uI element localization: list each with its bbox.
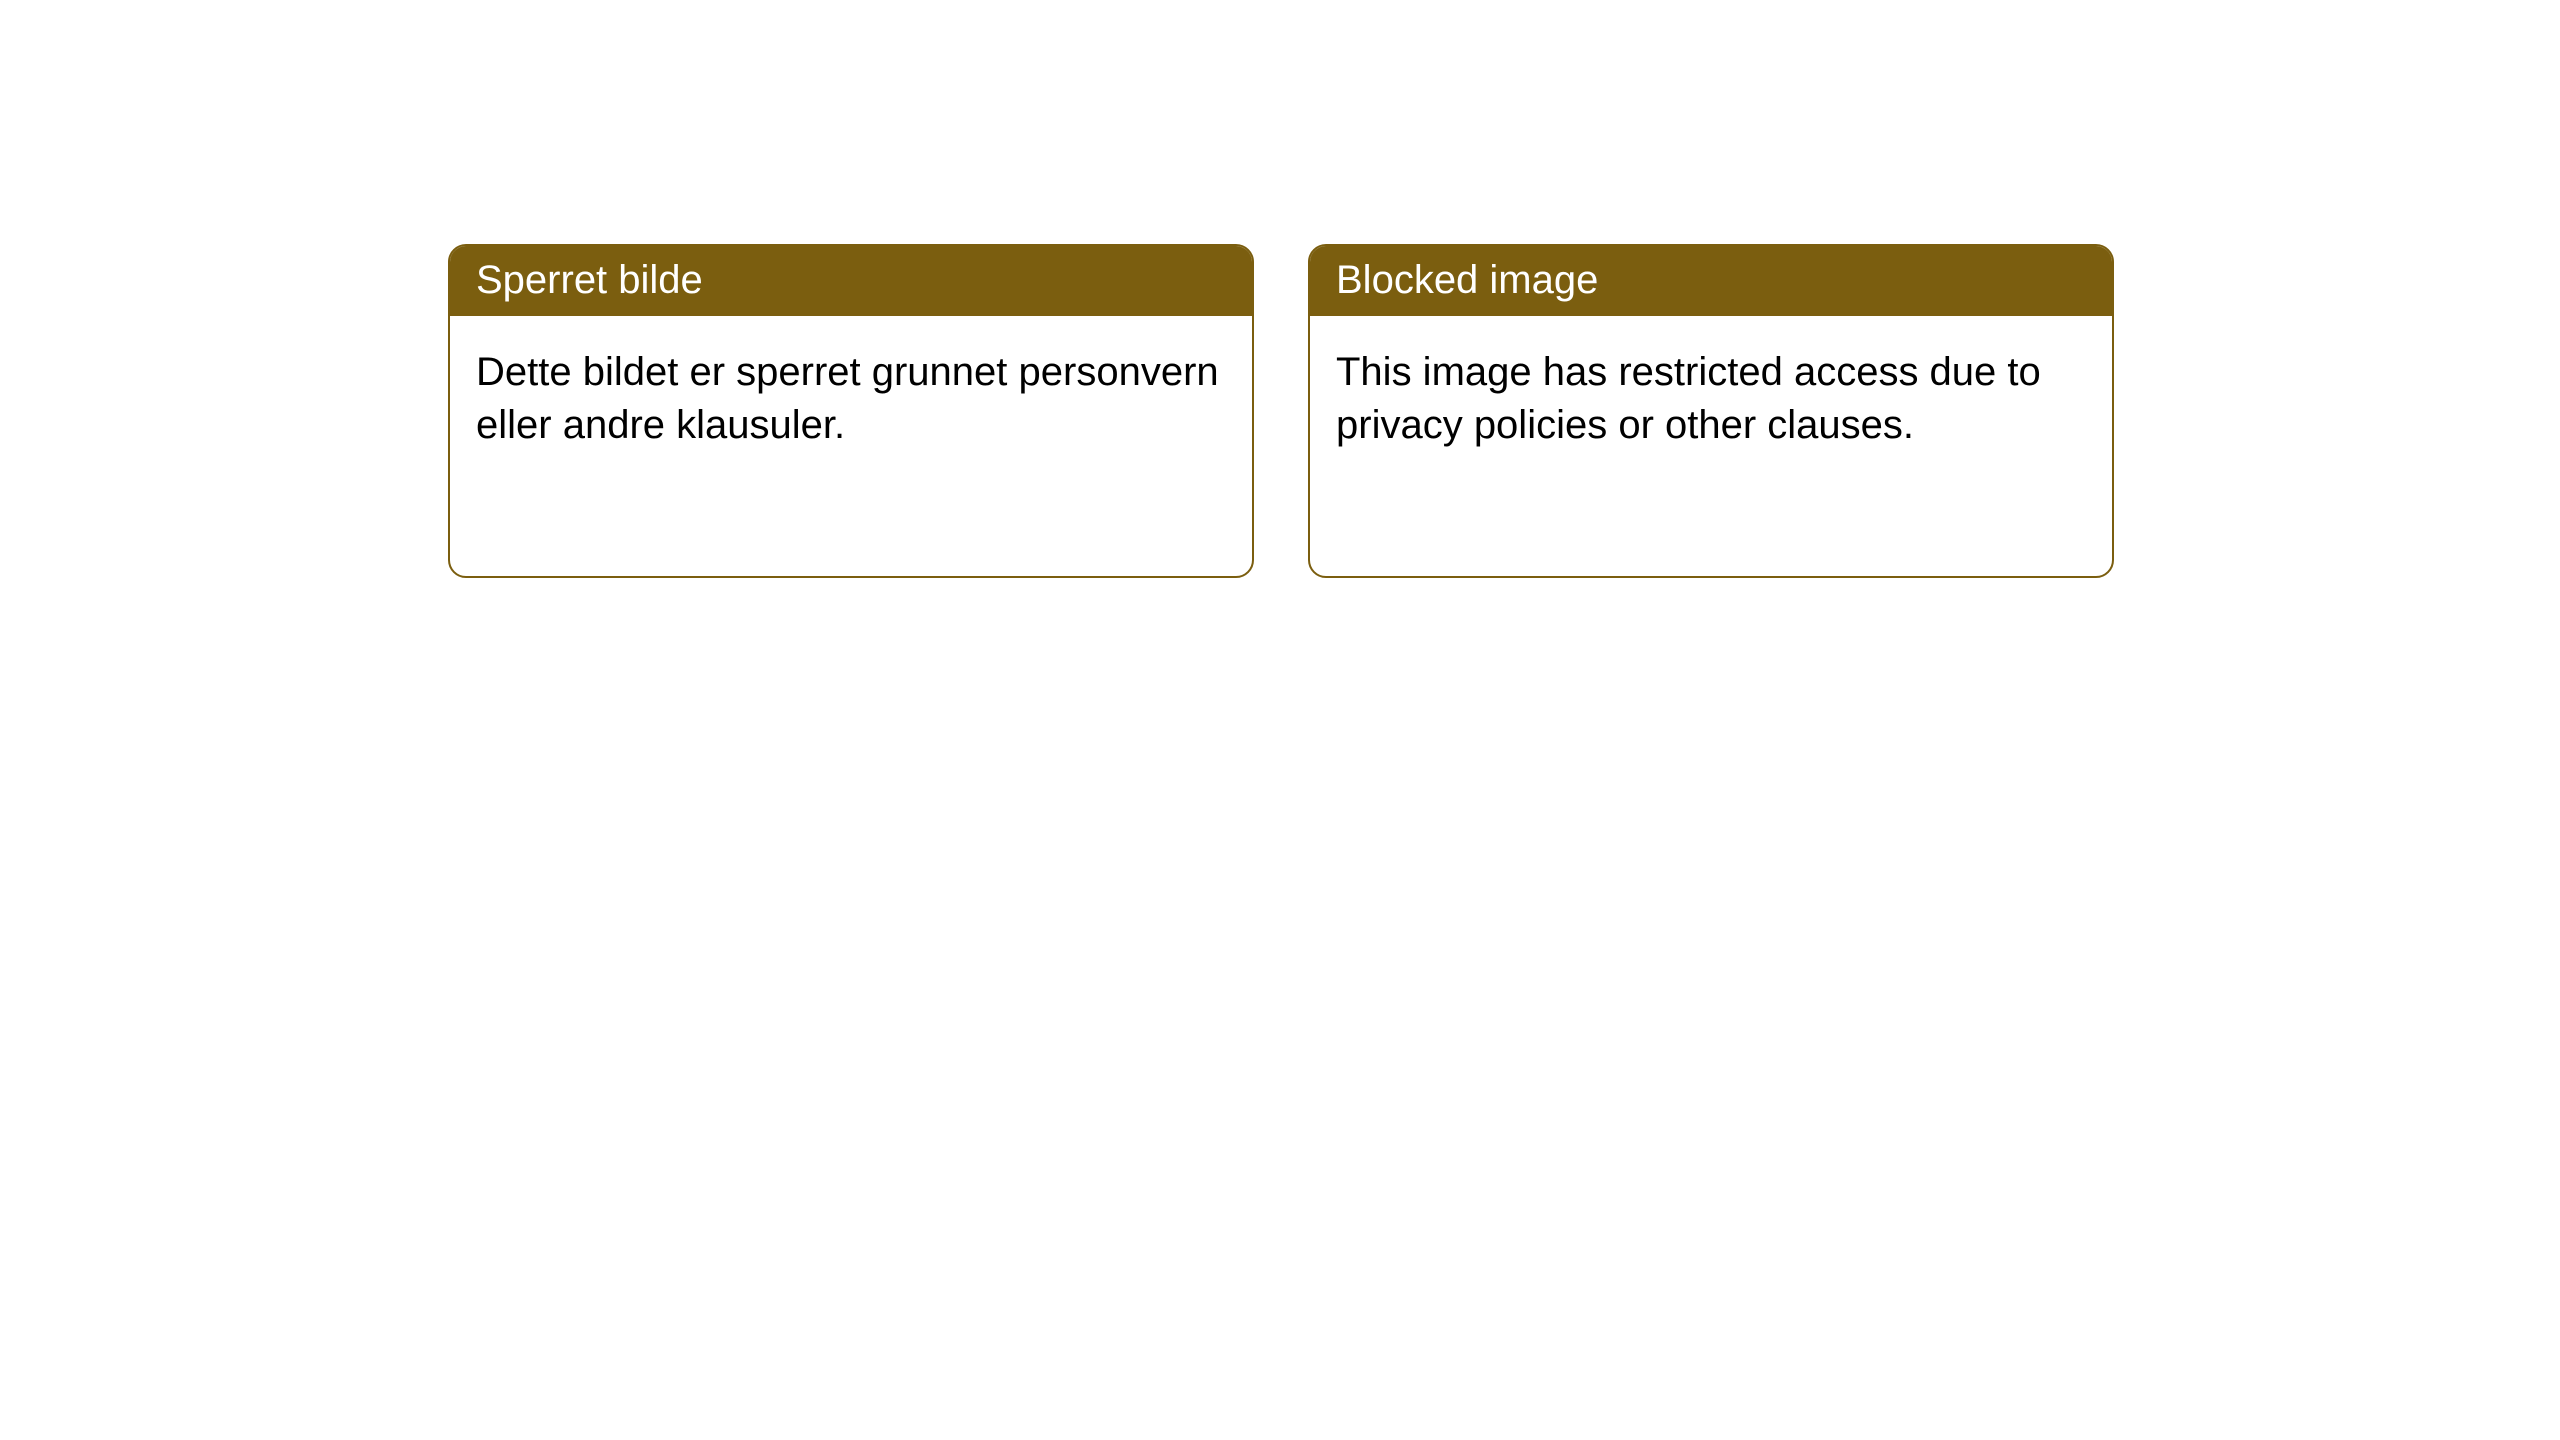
- notice-body: This image has restricted access due to …: [1310, 316, 2112, 482]
- notice-container: Sperret bilde Dette bildet er sperret gr…: [448, 244, 2114, 578]
- notice-body-text: This image has restricted access due to …: [1336, 350, 2041, 447]
- notice-body-text: Dette bildet er sperret grunnet personve…: [476, 350, 1219, 447]
- notice-card-english: Blocked image This image has restricted …: [1308, 244, 2114, 578]
- notice-card-norwegian: Sperret bilde Dette bildet er sperret gr…: [448, 244, 1254, 578]
- notice-title-text: Sperret bilde: [476, 258, 703, 302]
- notice-header: Blocked image: [1310, 246, 2112, 316]
- notice-body: Dette bildet er sperret grunnet personve…: [450, 316, 1252, 482]
- notice-header: Sperret bilde: [450, 246, 1252, 316]
- notice-title-text: Blocked image: [1336, 258, 1598, 302]
